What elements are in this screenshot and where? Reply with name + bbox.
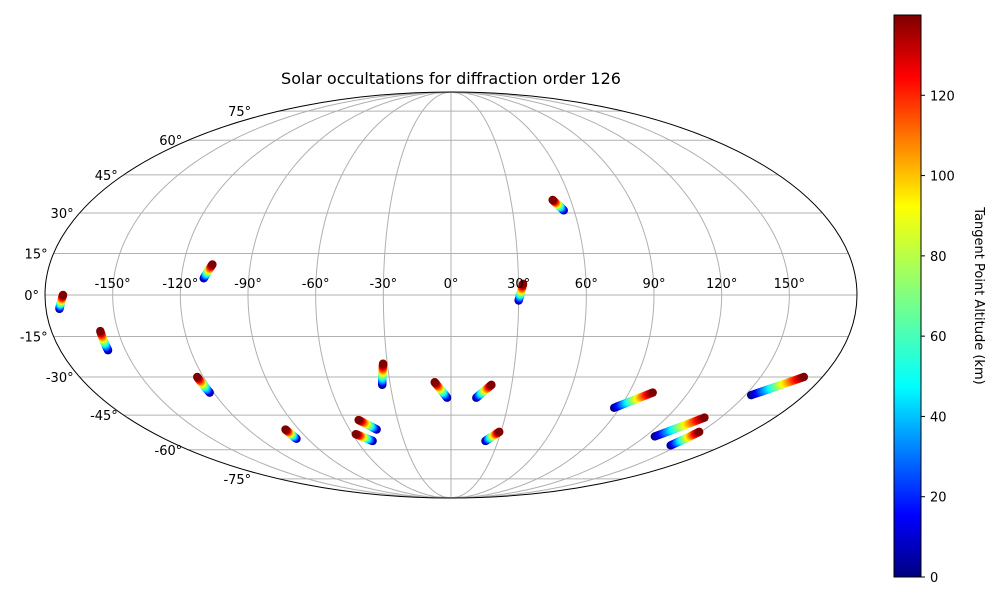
longitude-gridline xyxy=(450,92,790,498)
occultation-track xyxy=(96,326,113,355)
lat-tick-label: -30° xyxy=(46,371,74,386)
colorbar-tick-label: 120 xyxy=(930,89,955,104)
occultation-point xyxy=(430,378,439,387)
occultation-track xyxy=(199,260,217,283)
occultation-track xyxy=(548,195,568,215)
lon-tick-label: 150° xyxy=(774,277,805,292)
lon-tick-label: 0° xyxy=(444,277,459,292)
occultation-track xyxy=(746,372,809,400)
lat-tick-label: 0° xyxy=(24,289,39,304)
colorbar-ticks: 0 20 40 60 80 100 120 xyxy=(921,89,955,586)
lat-tick-label: -75° xyxy=(223,473,251,488)
longitude-gridline xyxy=(315,92,452,498)
occultation-track xyxy=(354,415,381,434)
longitude-gridline xyxy=(450,92,655,498)
occultation-point xyxy=(351,429,360,439)
lon-tick-label: 30° xyxy=(507,277,530,292)
occultation-track xyxy=(55,290,68,314)
longitude-gridline xyxy=(450,92,723,498)
occultation-track xyxy=(481,427,504,446)
lon-tick-label: -60° xyxy=(302,277,330,292)
colorbar-tick-label: 40 xyxy=(930,410,947,425)
occultation-point xyxy=(495,427,504,437)
colorbar: 0 20 40 60 80 100 120 Tangent Point Altitude (… xyxy=(893,14,986,586)
occultation-point xyxy=(700,413,709,422)
lat-tick-label: -60° xyxy=(155,444,183,459)
longitude-tick-labels: -150° -120° -90° -60° -30° 0° 30° 60° 90° 120° 150… xyxy=(95,277,805,292)
occultation-point xyxy=(487,380,496,390)
occultation-point xyxy=(518,279,528,289)
occultation-point xyxy=(648,388,657,397)
longitude-gridline xyxy=(247,92,452,498)
lat-tick-label: 30° xyxy=(51,207,74,222)
lon-tick-label: -90° xyxy=(234,277,262,292)
occultation-track xyxy=(281,425,301,443)
occultation-track xyxy=(514,279,528,305)
lat-tick-label: 45° xyxy=(95,169,118,184)
occultation-point xyxy=(96,326,105,336)
occultation-track xyxy=(378,359,388,390)
lon-tick-label: -150° xyxy=(95,277,131,292)
colorbar-tick-label: 60 xyxy=(930,330,947,345)
lat-tick-label: 15° xyxy=(25,247,48,262)
occultation-track xyxy=(609,388,657,412)
lon-tick-label: 90° xyxy=(642,277,665,292)
colorbar-gradient xyxy=(893,14,922,578)
graticule xyxy=(45,92,857,498)
chart-title: Solar occultations for diffraction order… xyxy=(281,69,621,88)
occultation-point xyxy=(193,372,202,382)
occultation-track xyxy=(650,413,709,441)
longitude-gridline xyxy=(382,92,452,498)
occultation-point xyxy=(378,359,388,368)
lon-tick-label: -30° xyxy=(369,277,397,292)
lat-tick-label: 60° xyxy=(159,134,182,149)
occultation-track xyxy=(472,380,496,402)
lon-tick-label: 120° xyxy=(706,277,737,292)
occultation-point xyxy=(208,260,217,269)
longitude-gridline xyxy=(179,92,452,498)
colorbar-tick-label: 100 xyxy=(930,170,955,185)
occultation-track xyxy=(666,427,704,450)
occultation-track xyxy=(193,372,214,397)
colorbar-tick-label: 0 xyxy=(930,571,938,586)
occultation-point xyxy=(548,195,557,205)
lat-tick-label: -45° xyxy=(90,409,118,424)
lon-tick-label: 60° xyxy=(575,277,598,292)
colorbar-tick-label: 20 xyxy=(930,491,947,506)
longitude-gridline xyxy=(450,92,587,498)
longitude-gridline xyxy=(112,92,452,498)
occultation-point xyxy=(281,425,290,434)
occultation-point xyxy=(695,427,704,437)
occultation-point xyxy=(799,372,809,382)
latitude-tick-labels: 75° 60° 45° 30° 15° 0° -15° -30° -45° -60° -75° xyxy=(20,105,251,488)
lon-tick-label: -120° xyxy=(162,277,198,292)
lat-tick-label: 75° xyxy=(228,105,251,120)
lat-tick-label: -15° xyxy=(20,331,48,346)
occultation-track xyxy=(430,378,452,402)
occultation-point xyxy=(354,415,363,425)
occultation-track xyxy=(351,429,377,446)
colorbar-tick-label: 80 xyxy=(930,250,947,265)
occultation-point xyxy=(58,290,68,300)
data-points xyxy=(55,195,809,450)
map-outline xyxy=(44,91,858,499)
colorbar-label: Tangent Point Altitude (km) xyxy=(971,206,986,384)
